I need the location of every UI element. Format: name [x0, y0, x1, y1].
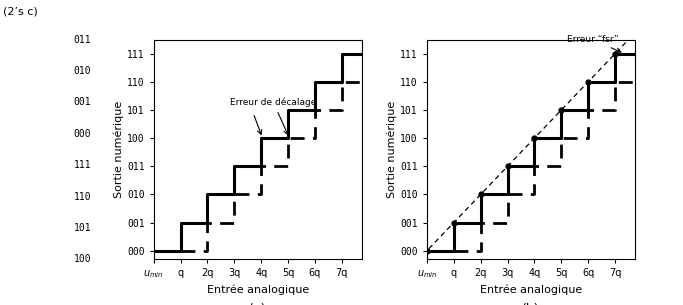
Text: 100: 100 [74, 254, 92, 264]
Text: Erreur “fsr”: Erreur “fsr” [567, 35, 621, 52]
X-axis label: Entrée analogique: Entrée analogique [207, 284, 309, 295]
Text: (2’s c): (2’s c) [3, 6, 38, 16]
Text: 110: 110 [74, 192, 92, 202]
X-axis label: Entrée analogique: Entrée analogique [480, 284, 582, 295]
Text: 001: 001 [74, 97, 92, 107]
Text: 101: 101 [74, 223, 92, 233]
Text: 111: 111 [74, 160, 92, 170]
Text: (b): (b) [522, 303, 540, 305]
Text: 000: 000 [74, 129, 92, 139]
Y-axis label: Sortie numérique: Sortie numérique [387, 101, 398, 198]
Text: 011: 011 [74, 35, 92, 45]
Text: (a): (a) [249, 303, 266, 305]
Text: 010: 010 [74, 66, 92, 76]
Text: Erreur de décalage: Erreur de décalage [230, 98, 317, 135]
Y-axis label: Sortie numérique: Sortie numérique [114, 101, 124, 198]
